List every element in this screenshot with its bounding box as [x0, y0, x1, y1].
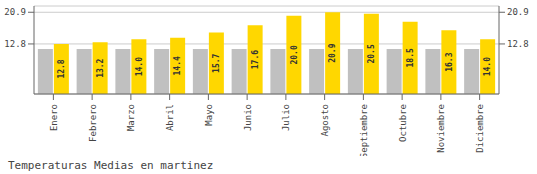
svg-text:14.0: 14.0 — [483, 57, 492, 76]
svg-text:12.8: 12.8 — [57, 59, 66, 78]
svg-text:20.9: 20.9 — [507, 7, 529, 17]
svg-text:Julio: Julio — [281, 104, 291, 131]
svg-text:Noviembre: Noviembre — [436, 104, 446, 153]
svg-text:Diciembre: Diciembre — [475, 104, 485, 153]
svg-text:12.8: 12.8 — [8, 39, 26, 49]
svg-text:Agosto: Agosto — [320, 104, 330, 137]
svg-text:20.9: 20.9 — [328, 43, 337, 62]
svg-text:20.9: 20.9 — [8, 7, 26, 17]
svg-text:14.4: 14.4 — [173, 56, 182, 75]
svg-text:12.8: 12.8 — [507, 39, 529, 49]
svg-text:Marzo: Marzo — [126, 104, 136, 131]
svg-text:20.5: 20.5 — [367, 44, 376, 63]
svg-text:16.3: 16.3 — [445, 52, 454, 71]
svg-text:18.5: 18.5 — [406, 48, 415, 67]
svg-text:15.7: 15.7 — [212, 53, 221, 72]
svg-text:Junio: Junio — [243, 104, 253, 131]
svg-text:Enero: Enero — [49, 104, 59, 131]
svg-text:20.0: 20.0 — [290, 45, 299, 64]
svg-text:Octubre: Octubre — [398, 104, 408, 142]
svg-text:Abril: Abril — [165, 104, 175, 131]
svg-text:Mayo: Mayo — [204, 104, 214, 126]
svg-text:13.2: 13.2 — [96, 58, 105, 77]
svg-text:17.6: 17.6 — [251, 50, 260, 69]
svg-text:Septiembre: Septiembre — [359, 104, 369, 156]
svg-text:Febrero: Febrero — [88, 104, 98, 142]
svg-text:14.0: 14.0 — [135, 57, 144, 76]
html-text:Temperaturas Medias en martine: Temperaturas Medias en martinez — [8, 159, 214, 172]
